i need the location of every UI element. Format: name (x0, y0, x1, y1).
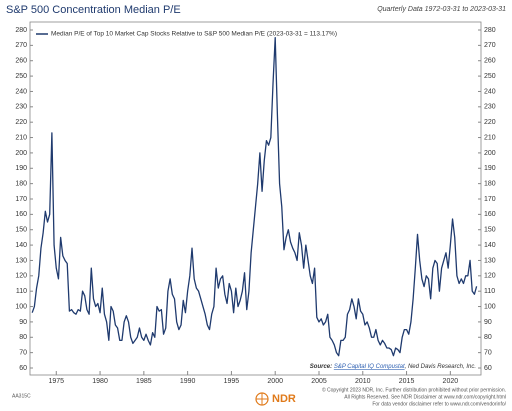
footer-line: © Copyright 2023 NDR, Inc. Further distr… (322, 386, 506, 393)
y-tick-label: 120 (15, 273, 27, 280)
footer-code: AA315C (12, 393, 31, 399)
y-tick-label: 230 (15, 104, 27, 111)
y2-tick-label: 160 (484, 211, 496, 218)
legend-label: Median P/E of Top 10 Market Cap Stocks R… (51, 31, 337, 38)
footer-logo: NDR (272, 393, 296, 405)
source-link[interactable]: S&P Capital IQ Compustat (334, 364, 405, 370)
footer-line: All Rights Reserved. See NDR Disclaimer … (344, 394, 506, 400)
y-tick-label: 150 (15, 227, 27, 234)
x-tick-label: 1985 (136, 378, 152, 385)
y-tick-label: 130 (15, 257, 27, 264)
y-tick-label: 70 (19, 349, 27, 356)
chart-subtitle: Quarterly Data 1972-03-31 to 2023-03-31 (377, 6, 506, 13)
y2-tick-label: 190 (484, 165, 496, 172)
x-tick-label: 2010 (355, 378, 371, 385)
y-tick-label: 200 (15, 150, 27, 157)
y-tick-label: 260 (15, 58, 27, 65)
y-tick-label: 190 (15, 165, 27, 172)
chart-title: S&P 500 Concentration Median P/E (6, 4, 181, 16)
x-tick-label: 2020 (443, 378, 459, 385)
y-tick-label: 210 (15, 134, 27, 141)
x-tick-label: 1980 (92, 378, 108, 385)
x-tick-label: 2005 (311, 378, 327, 385)
source: Source: S&P Capital IQ Compustat, Ned Da… (310, 364, 476, 370)
y-tick-label: 280 (15, 27, 27, 34)
y2-tick-label: 100 (484, 303, 496, 310)
y2-tick-label: 210 (484, 134, 496, 141)
y-tick-label: 270 (15, 42, 27, 49)
y-tick-label: 180 (15, 180, 27, 187)
x-tick-label: 2015 (399, 378, 415, 385)
line-series (31, 37, 478, 357)
y2-tick-label: 110 (484, 288, 495, 295)
y2-tick-label: 120 (484, 273, 496, 280)
y2-tick-label: 90 (484, 319, 492, 326)
y-tick-label: 60 (19, 365, 27, 372)
y-tick-label: 80 (19, 334, 27, 341)
x-tick-label: 1975 (48, 378, 64, 385)
ndr-logo (255, 392, 269, 406)
y2-tick-label: 220 (484, 119, 496, 126)
y2-tick-label: 280 (484, 27, 496, 34)
y2-tick-label: 80 (484, 334, 492, 341)
footer-line: For data vendor disclaimer refer to www.… (372, 401, 506, 407)
source-label: Source: (310, 364, 332, 370)
y-tick-label: 160 (15, 211, 27, 218)
y2-tick-label: 150 (484, 227, 496, 234)
y2-tick-label: 240 (484, 88, 496, 95)
y-tick-label: 140 (15, 242, 27, 249)
y-tick-label: 250 (15, 73, 27, 80)
y2-tick-label: 130 (484, 257, 496, 264)
y2-tick-label: 260 (484, 58, 496, 65)
y-tick-label: 240 (15, 88, 27, 95)
y2-tick-label: 170 (484, 196, 496, 203)
y-tick-label: 220 (15, 119, 27, 126)
y-tick-label: 170 (15, 196, 27, 203)
x-tick-label: 2000 (267, 378, 283, 385)
y-tick-label: 100 (15, 303, 27, 310)
y2-tick-label: 200 (484, 150, 496, 157)
y-tick-label: 110 (16, 288, 27, 295)
y2-tick-label: 60 (484, 365, 492, 372)
y2-tick-label: 140 (484, 242, 496, 249)
y2-tick-label: 250 (484, 73, 496, 80)
y-tick-label: 90 (19, 319, 27, 326)
y2-tick-label: 230 (484, 104, 496, 111)
source-rest: , Ned Davis Research, Inc. (405, 364, 476, 370)
plot-frame (29, 21, 482, 376)
x-tick-label: 1995 (224, 378, 240, 385)
y2-tick-label: 70 (484, 349, 492, 356)
y2-tick-label: 270 (484, 42, 496, 49)
x-tick-label: 1990 (180, 378, 196, 385)
y2-tick-label: 180 (484, 180, 496, 187)
